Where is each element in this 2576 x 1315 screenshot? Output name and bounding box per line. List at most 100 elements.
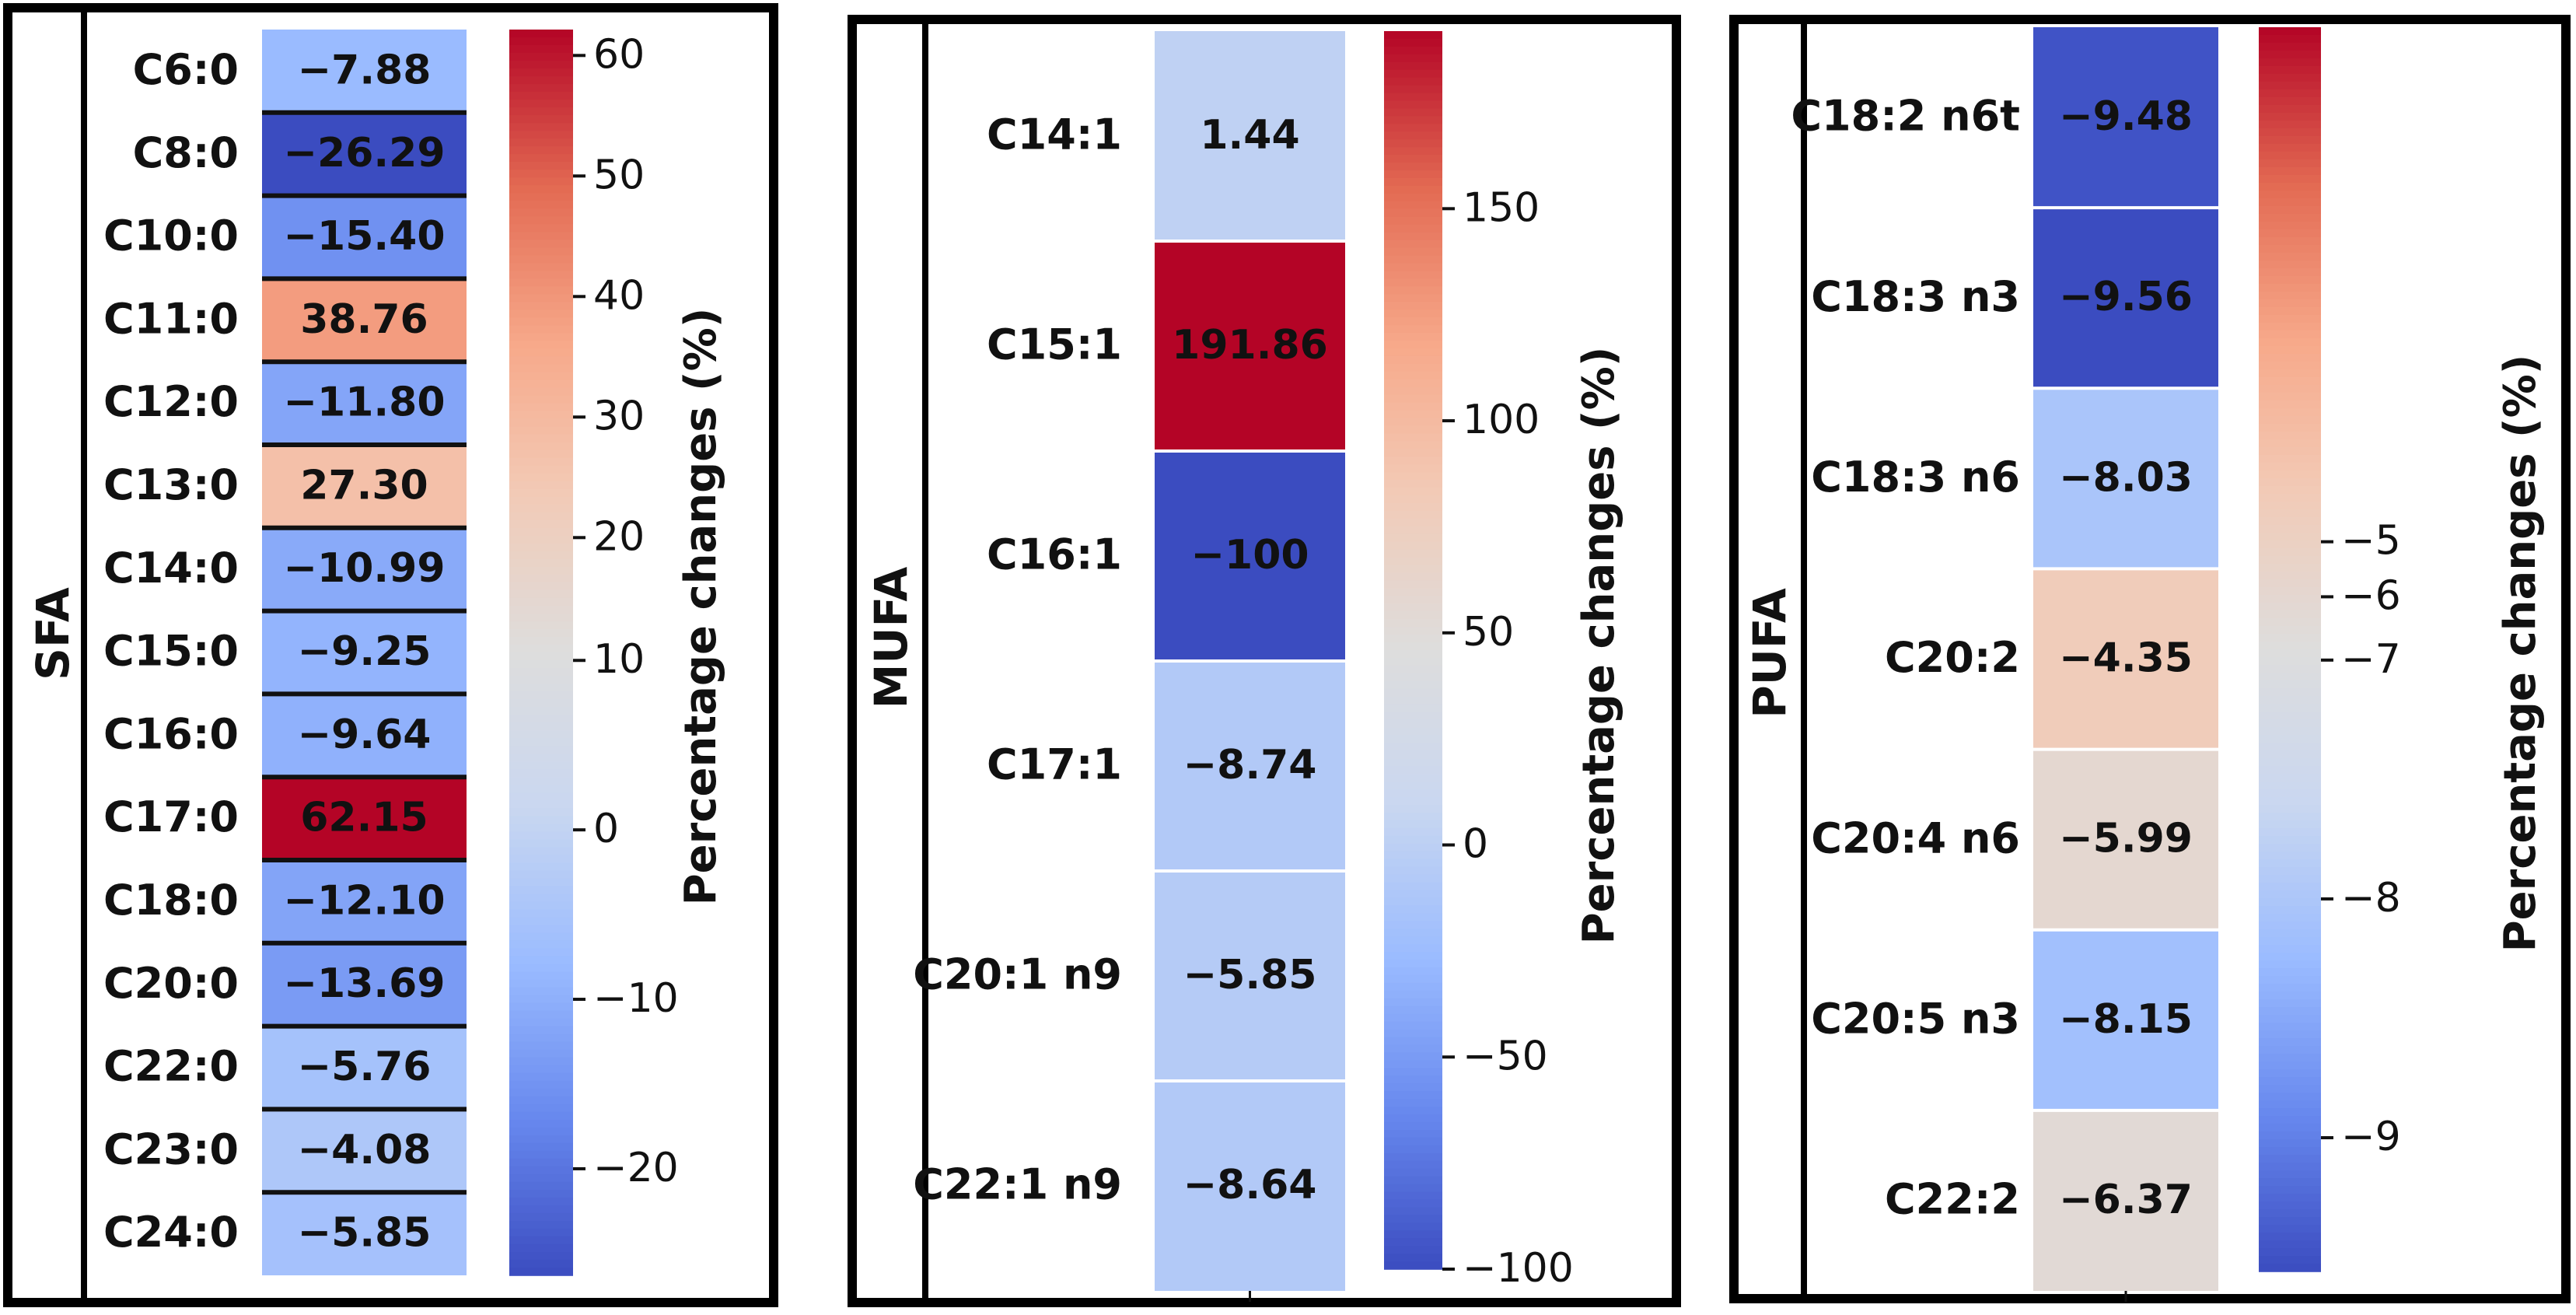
colorbar-segment: [1384, 433, 1442, 442]
colorbar-segment: [1384, 333, 1442, 341]
colorbar-segment: [2259, 922, 2321, 930]
colorbar-segment: [2259, 1054, 2321, 1062]
colorbar-segment: [509, 1033, 573, 1043]
colorbar-tick-label: 30: [593, 393, 645, 439]
heatmap-cell: [262, 943, 467, 1026]
colorbar-segment: [1384, 627, 1442, 635]
colorbar-segment: [2259, 408, 2321, 417]
colorbar-segment: [2259, 1085, 2321, 1093]
colorbar-segment: [2259, 1186, 2321, 1194]
colorbar-segment: [509, 769, 573, 778]
colorbar-segment: [509, 76, 573, 85]
colorbar-segment: [2259, 960, 2321, 969]
colorbar-segment: [1384, 61, 1442, 71]
colorbar-segment: [1384, 835, 1442, 845]
colorbar-segment: [509, 1135, 573, 1144]
colorbar-segment: [2259, 587, 2321, 596]
colorbar-segment: [1384, 866, 1442, 876]
heatmap-cell: [262, 195, 467, 279]
colorbar-segment: [509, 995, 573, 1004]
colorbar-segment: [2259, 307, 2321, 316]
colorbar-segment: [509, 325, 573, 334]
colorbar-segment: [1384, 402, 1442, 411]
colorbar-segment: [1384, 510, 1442, 519]
colorbar-segment: [1384, 789, 1442, 798]
colorbar-segment: [2259, 564, 2321, 572]
colorbar-segment: [509, 1158, 573, 1167]
colorbar-segment: [2259, 183, 2321, 191]
colorbar-segment: [509, 473, 573, 482]
colorbar-segment: [509, 68, 573, 77]
colorbar-segment: [1384, 580, 1442, 589]
colorbar-segment: [1384, 1145, 1442, 1154]
colorbar-segment: [1384, 325, 1442, 334]
colorbar-segment: [509, 738, 573, 747]
colorbar-segment: [509, 1010, 573, 1019]
colorbar-segment: [509, 310, 573, 319]
category-label: C17:1: [987, 740, 1122, 789]
colorbar-segment: [1384, 1230, 1442, 1239]
colorbar-segment: [1384, 1107, 1442, 1115]
colorbar-segment: [1384, 208, 1442, 218]
colorbar-segment: [509, 847, 573, 856]
colorbar-segment: [2259, 121, 2321, 129]
colorbar-segment: [509, 442, 573, 451]
colorbar-segment: [1384, 77, 1442, 86]
colorbar-segment: [2259, 766, 2321, 775]
colorbar-segment: [1384, 688, 1442, 698]
colorbar-segment: [1384, 247, 1442, 257]
heatmap-cell: [2033, 1110, 2218, 1291]
colorbar-segment: [509, 1049, 573, 1058]
colorbar-segment: [509, 636, 573, 645]
colorbar-segment: [509, 754, 573, 762]
colorbar-segment: [2259, 813, 2321, 821]
colorbar-segment: [1384, 263, 1442, 272]
colorbar-segment: [509, 193, 573, 202]
heatmap-cell: [1155, 661, 1345, 871]
colorbar-segment: [2259, 1248, 2321, 1257]
colorbar-segment: [1384, 727, 1442, 736]
colorbar-segment: [509, 403, 573, 412]
colorbar-segment: [2259, 1225, 2321, 1233]
colorbar-segment: [2259, 844, 2321, 852]
colorbar-segment: [1384, 193, 1442, 202]
cell-value-label: −8.03: [2059, 454, 2193, 501]
category-label: C13:0: [103, 460, 239, 509]
colorbar-segment: [509, 512, 573, 521]
colorbar-segment: [1384, 712, 1442, 721]
colorbar-segment: [1384, 936, 1442, 945]
colorbar-segment: [509, 964, 573, 973]
colorbar-tick-label: 40: [593, 272, 645, 319]
category-label: C15:1: [987, 320, 1122, 369]
colorbar-segment: [1384, 1068, 1442, 1077]
cell-value-label: −8.64: [1183, 1162, 1317, 1208]
cell-value-label: 38.76: [300, 296, 428, 343]
colorbar-segment: [509, 379, 573, 389]
colorbar-segment: [2259, 890, 2321, 899]
colorbar-segment: [1384, 163, 1442, 171]
colorbar-tick-label: −50: [1463, 1033, 1548, 1079]
colorbar-segment: [2259, 859, 2321, 868]
colorbar-segment: [509, 372, 573, 381]
colorbar-segment: [2259, 517, 2321, 526]
colorbar-segment: [509, 488, 573, 498]
colorbar-segment: [509, 294, 573, 303]
cell-value-label: −8.74: [1183, 742, 1317, 789]
colorbar-segment: [509, 418, 573, 428]
cell-value-label: −10.99: [283, 545, 445, 592]
colorbar-segment: [1384, 952, 1442, 960]
cell-value-label: −26.29: [283, 130, 445, 177]
colorbar-segment: [1384, 294, 1442, 303]
colorbar-segment: [509, 707, 573, 715]
colorbar-segment: [2259, 1131, 2321, 1140]
colorbar-segment: [509, 660, 573, 669]
colorbar-segment: [509, 644, 573, 653]
colorbar-segment: [1384, 797, 1442, 806]
colorbar-segment: [2259, 836, 2321, 845]
heatmap-cell: [2033, 27, 2218, 208]
colorbar-segment: [509, 138, 573, 147]
colorbar-segment: [509, 1111, 573, 1121]
cell-value-label: −7.88: [298, 47, 432, 93]
colorbar-segment: [1384, 386, 1442, 396]
colorbar-segment: [1384, 766, 1442, 775]
